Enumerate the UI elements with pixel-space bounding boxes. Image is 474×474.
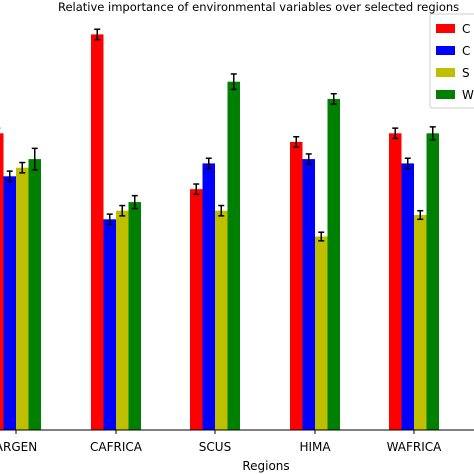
- bar-hima-series-3: [327, 98, 340, 431]
- x-axis-label: Regions: [242, 459, 289, 473]
- error-bar-hima-series-3: [330, 92, 337, 105]
- error-bar-hima-series-2: [318, 231, 325, 242]
- legend-label-series-0: C: [462, 22, 470, 36]
- bar-wafrica-series-0: [389, 133, 402, 431]
- bar-cafrica-series-1: [103, 219, 116, 430]
- error-bars-group: [0, 28, 436, 242]
- bar-cafrica-series-2: [116, 210, 129, 430]
- bar-scus-series-3: [227, 81, 240, 430]
- bars-group: [0, 34, 439, 431]
- error-bar-wafrica-series-3: [429, 126, 436, 141]
- bar-argen-series-2: [16, 167, 29, 430]
- bar-cafrica-series-0: [91, 34, 104, 431]
- error-bar-cafrica-series-0: [94, 28, 101, 41]
- x-tick-label-hima: HIMA: [299, 440, 331, 454]
- x-tick-label-argen: ARGEN: [0, 440, 37, 454]
- x-ticks-group: ARGEN CAFRICA SCUS HIMA WAFRICA: [0, 430, 442, 454]
- legend-swatch-series-3: [436, 90, 455, 99]
- legend-swatch-series-0: [436, 24, 455, 33]
- error-bar-argen-series-3: [31, 147, 38, 171]
- bar-argen-series-0: [0, 133, 4, 431]
- error-bar-wafrica-series-1: [404, 157, 411, 170]
- bar-hima-series-0: [290, 141, 303, 430]
- error-bar-wafrica-series-2: [417, 209, 424, 221]
- error-bar-cafrica-series-1: [106, 213, 113, 226]
- x-tick-label-scus: SCUS: [199, 440, 231, 454]
- chart-title: Relative importance of environmental var…: [58, 0, 459, 14]
- bar-argen-series-1: [3, 176, 16, 430]
- bar-scus-series-0: [190, 189, 203, 430]
- bar-wafrica-series-3: [426, 133, 439, 431]
- bar-hima-series-1: [302, 159, 315, 430]
- bar-hima-series-2: [315, 236, 328, 430]
- error-bar-scus-series-1: [205, 157, 212, 170]
- error-bar-hima-series-1: [305, 153, 312, 166]
- legend-swatch-series-1: [436, 46, 455, 55]
- error-bar-wafrica-series-0: [392, 127, 399, 140]
- legend-label-series-3: W: [462, 88, 474, 102]
- bar-cafrica-series-3: [128, 202, 141, 430]
- error-bar-argen-series-2: [19, 161, 26, 174]
- error-bar-scus-series-2: [218, 204, 225, 217]
- error-bar-hima-series-0: [293, 135, 300, 148]
- bar-wafrica-series-2: [414, 215, 427, 430]
- legend-box: [429, 13, 474, 109]
- bar-scus-series-1: [202, 163, 215, 430]
- x-tick-label-cafrica: CAFRICA: [90, 440, 143, 454]
- bar-wafrica-series-1: [401, 163, 414, 430]
- legend-label-series-1: C: [462, 44, 470, 58]
- error-bar-argen-series-1: [6, 170, 13, 183]
- error-bar-cafrica-series-3: [131, 194, 138, 210]
- error-bar-scus-series-0: [193, 183, 200, 196]
- legend-label-series-2: S: [462, 66, 470, 80]
- error-bar-scus-series-3: [230, 73, 237, 91]
- bar-scus-series-2: [215, 210, 228, 430]
- error-bar-cafrica-series-2: [119, 204, 126, 217]
- legend-swatch-series-2: [436, 68, 455, 77]
- x-tick-label-wafrica: WAFRICA: [387, 440, 443, 454]
- bar-argen-series-3: [28, 159, 41, 430]
